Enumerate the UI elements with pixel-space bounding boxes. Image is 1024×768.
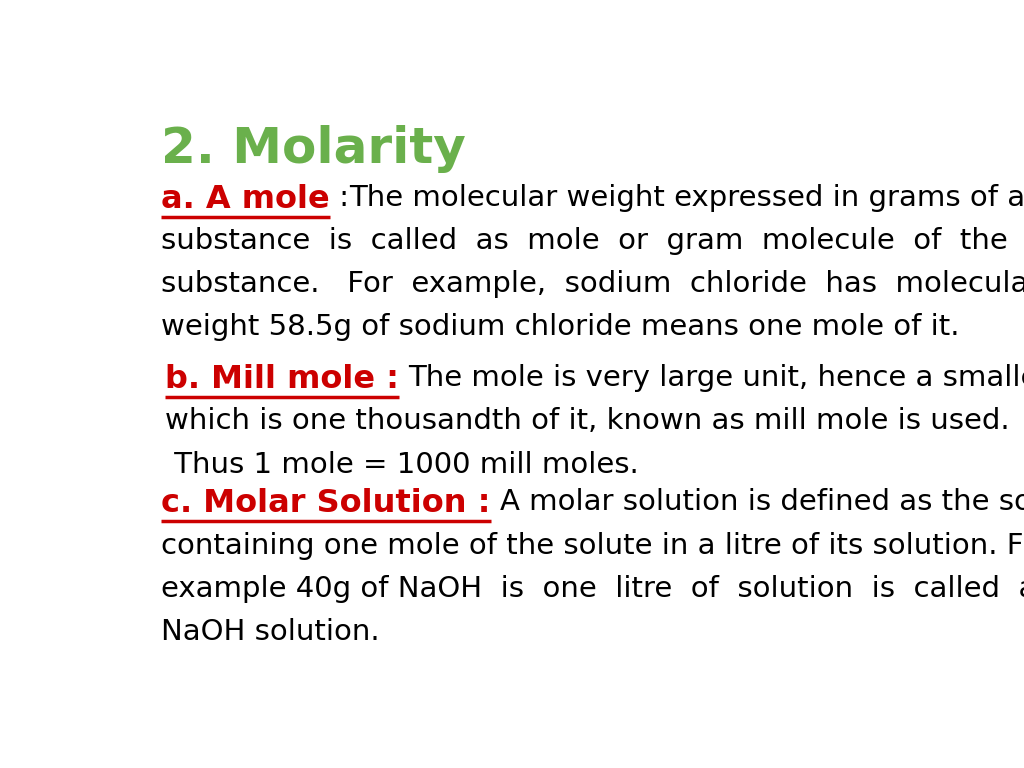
Text: 2. Molarity: 2. Molarity xyxy=(162,124,466,173)
Text: example 40g of NaOH  is  one  litre  of  solution  is  called  as  1M: example 40g of NaOH is one litre of solu… xyxy=(162,574,1024,603)
Text: A molar solution is defined as the solution: A molar solution is defined as the solut… xyxy=(500,488,1024,516)
Text: c. Molar Solution :: c. Molar Solution : xyxy=(162,488,490,519)
Text: NaOH solution.: NaOH solution. xyxy=(162,618,380,646)
Text: Thus 1 mole = 1000 mill moles.: Thus 1 mole = 1000 mill moles. xyxy=(165,451,639,478)
Text: substance  is  called  as  mole  or  gram  molecule  of  the: substance is called as mole or gram mole… xyxy=(162,227,1008,255)
Text: weight 58.5g of sodium chloride means one mole of it.: weight 58.5g of sodium chloride means on… xyxy=(162,313,959,341)
Text: containing one mole of the solute in a litre of its solution. For: containing one mole of the solute in a l… xyxy=(162,531,1024,560)
Text: which is one thousandth of it, known as mill mole is used.: which is one thousandth of it, known as … xyxy=(165,407,1010,435)
Text: :: : xyxy=(330,184,349,212)
Text: The mole is very large unit, hence a smaller unit: The mole is very large unit, hence a sma… xyxy=(409,364,1024,392)
Text: a. A mole: a. A mole xyxy=(162,184,330,215)
Text: b. Mill mole :: b. Mill mole : xyxy=(165,364,399,396)
Text: The molecular weight expressed in grams of any: The molecular weight expressed in grams … xyxy=(349,184,1024,212)
Text: substance.   For  example,  sodium  chloride  has  molecular: substance. For example, sodium chloride … xyxy=(162,270,1024,298)
